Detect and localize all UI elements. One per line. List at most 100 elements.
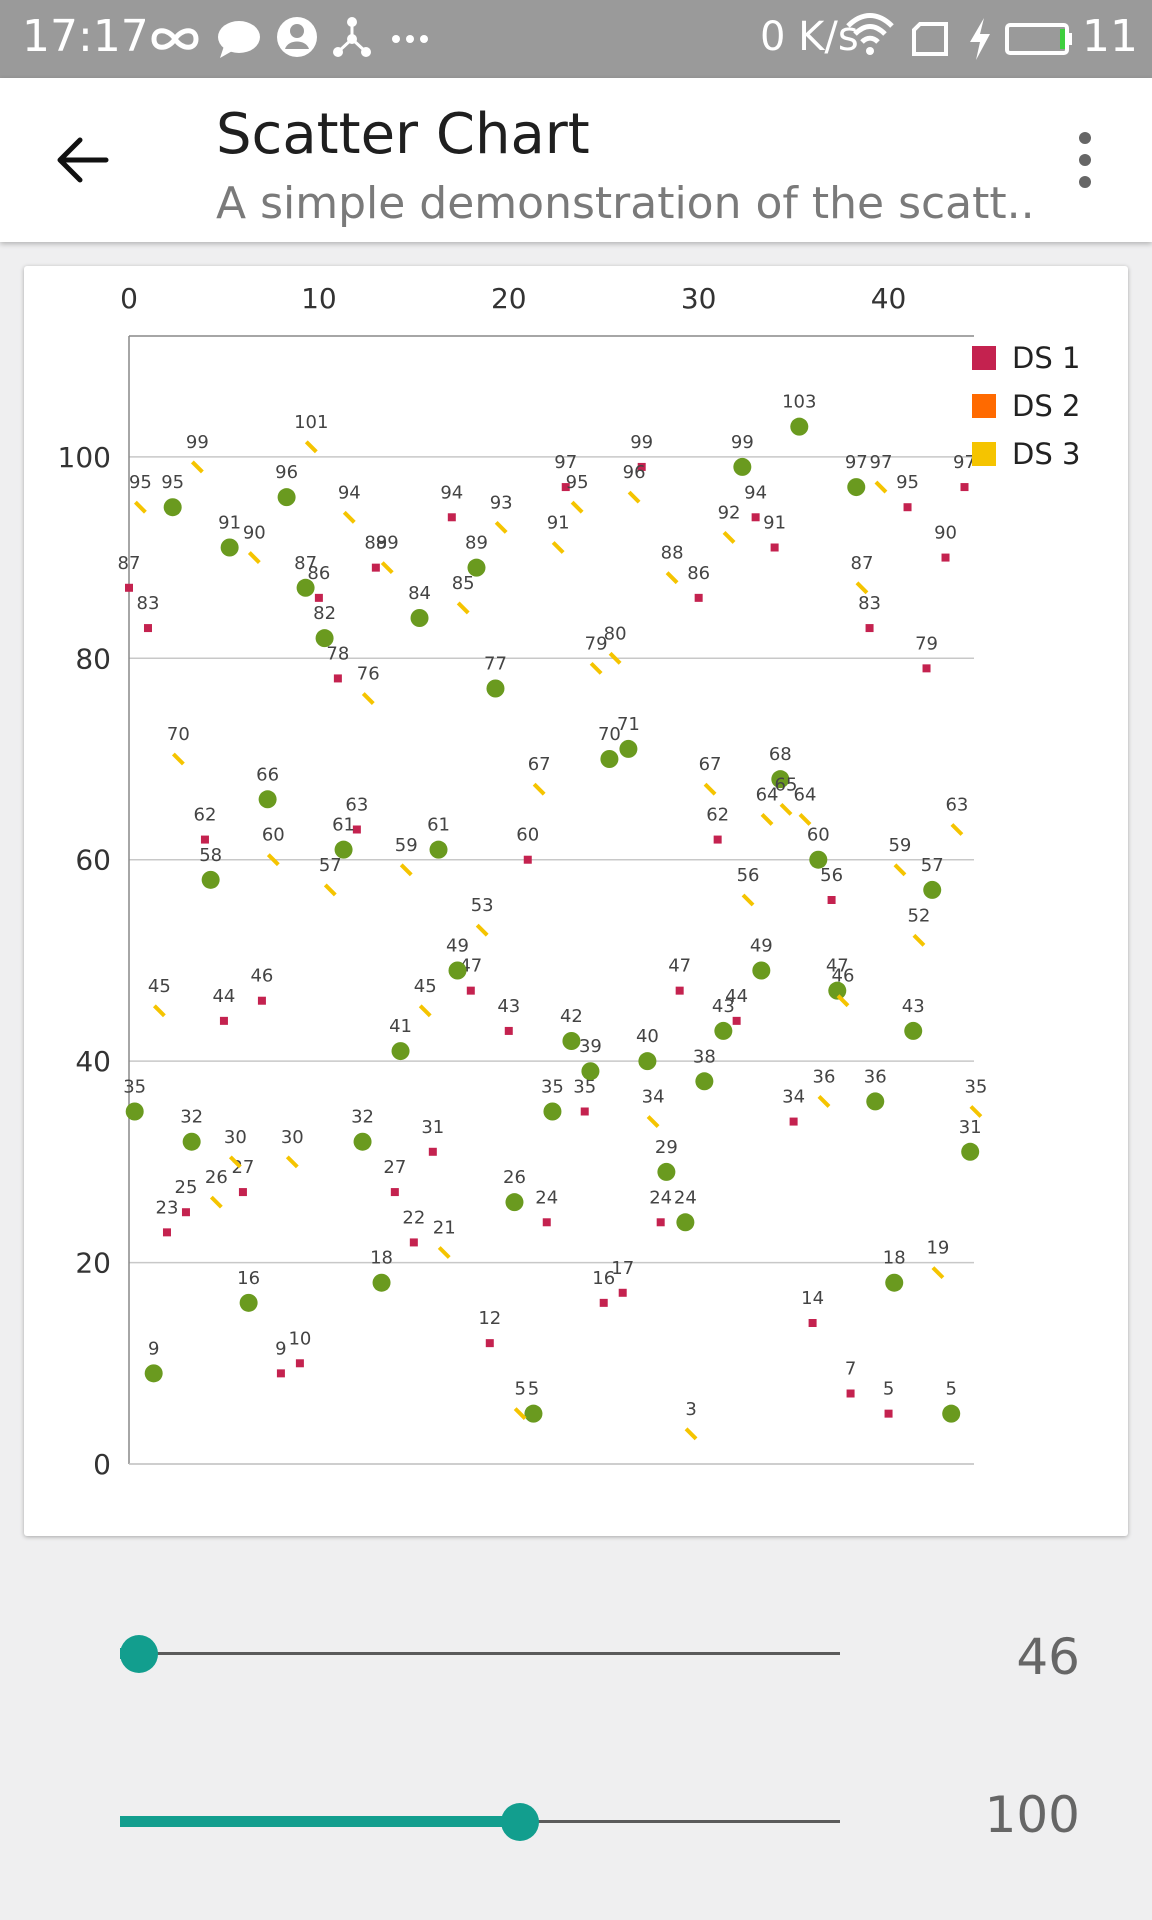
point-value-label: 43 xyxy=(712,996,735,1017)
point-value-label: 95 xyxy=(161,472,184,493)
point-value-label: 35 xyxy=(123,1077,146,1098)
point-value-label: 17 xyxy=(611,1258,634,1279)
ds3-point xyxy=(209,1195,223,1209)
ds3-point xyxy=(931,1266,945,1280)
point-value-label: 61 xyxy=(332,815,355,836)
point-value-label: 90 xyxy=(243,523,266,544)
x-tick-label: 40 xyxy=(871,282,907,315)
ds3-point xyxy=(855,581,869,595)
slider-thumb[interactable] xyxy=(501,1803,540,1841)
point-value-label: 85 xyxy=(452,573,475,594)
point-value-label: 60 xyxy=(262,825,285,846)
ds2-point xyxy=(638,1052,657,1071)
point-value-label: 86 xyxy=(307,563,330,584)
y-range-value: 100 xyxy=(984,1786,1080,1844)
ds3-point xyxy=(475,923,489,937)
point-value-label: 91 xyxy=(218,513,241,534)
app-toolbar: Scatter Chart A simple demonstration of … xyxy=(0,78,1152,242)
slider-thumb[interactable] xyxy=(120,1635,159,1673)
point-value-label: 78 xyxy=(326,643,349,664)
ds3-point xyxy=(779,802,793,816)
ds3-point xyxy=(342,510,356,524)
ds3-point xyxy=(551,541,565,554)
point-value-label: 99 xyxy=(630,432,653,453)
y-range-slider[interactable] xyxy=(120,1792,840,1852)
point-value-label: 90 xyxy=(934,523,957,544)
point-value-label: 12 xyxy=(478,1308,501,1329)
ds2-point xyxy=(619,739,638,758)
point-value-label: 87 xyxy=(851,553,874,574)
ds1-point xyxy=(637,462,646,471)
ds3-point xyxy=(874,480,888,494)
point-value-label: 39 xyxy=(579,1036,602,1057)
ds3-point xyxy=(608,651,622,665)
point-value-label: 44 xyxy=(212,986,235,1007)
point-value-label: 34 xyxy=(642,1087,665,1108)
overflow-menu-icon[interactable] xyxy=(1070,128,1100,192)
ds2-point xyxy=(429,840,448,859)
point-value-label: 40 xyxy=(636,1026,659,1047)
x-tick-label: 0 xyxy=(120,282,138,315)
message-icon xyxy=(218,21,260,58)
ds2-point xyxy=(125,1102,144,1121)
point-value-label: 92 xyxy=(718,502,741,523)
point-value-label: 97 xyxy=(845,452,868,473)
back-arrow-icon[interactable] xyxy=(52,130,112,190)
ds3-point xyxy=(361,692,375,705)
point-value-label: 67 xyxy=(699,754,722,775)
point-value-label: 44 xyxy=(725,986,748,1007)
point-value-label: 45 xyxy=(414,976,437,997)
legend-label: DS 3 xyxy=(1012,437,1080,471)
point-value-label: 16 xyxy=(237,1268,260,1289)
ds1-point xyxy=(314,593,323,602)
point-value-label: 36 xyxy=(813,1066,836,1087)
point-value-label: 31 xyxy=(959,1117,982,1138)
infinity-icon xyxy=(151,28,199,50)
point-value-label: 23 xyxy=(156,1197,179,1218)
ds2-point xyxy=(524,1404,543,1423)
ds1-point xyxy=(561,483,570,492)
ds2-point xyxy=(315,629,334,648)
ds3-point xyxy=(798,813,812,826)
ds2-point xyxy=(258,790,277,809)
point-value-label: 59 xyxy=(888,835,911,856)
point-value-label: 96 xyxy=(275,462,298,483)
point-value-label: 25 xyxy=(175,1177,198,1198)
point-value-label: 101 xyxy=(294,412,328,433)
point-value-label: 99 xyxy=(186,432,209,453)
ds2-point xyxy=(695,1072,714,1091)
x-range-slider[interactable] xyxy=(120,1624,840,1684)
ds3-point xyxy=(133,500,147,514)
ds2-point xyxy=(676,1213,695,1232)
y-tick-label: 80 xyxy=(75,642,111,675)
ds2-point xyxy=(562,1032,581,1050)
point-value-label: 34 xyxy=(782,1087,805,1108)
point-value-label: 96 xyxy=(623,462,646,483)
ds2-point xyxy=(885,1273,904,1292)
point-value-label: 43 xyxy=(902,996,925,1017)
ds3-point xyxy=(266,853,280,867)
y-tick-label: 20 xyxy=(75,1247,111,1280)
point-value-label: 45 xyxy=(148,976,171,997)
point-value-label: 46 xyxy=(250,966,273,987)
ds1-point xyxy=(238,1188,247,1197)
ds3-point xyxy=(950,823,964,836)
point-value-label: 87 xyxy=(294,553,317,574)
ds3-point xyxy=(665,571,679,585)
ds3-point xyxy=(171,752,185,766)
ds1-point xyxy=(542,1218,551,1227)
ds2-point xyxy=(505,1193,524,1212)
ds1-point xyxy=(125,583,133,592)
point-value-label: 46 xyxy=(832,966,855,987)
point-value-label: 26 xyxy=(205,1167,228,1188)
point-value-label: 36 xyxy=(864,1066,887,1087)
point-value-label: 93 xyxy=(490,492,513,513)
point-value-label: 59 xyxy=(395,835,418,856)
ds3-point xyxy=(741,893,755,907)
wifi-icon xyxy=(846,13,894,55)
point-value-label: 64 xyxy=(794,784,817,805)
point-value-label: 47 xyxy=(826,956,849,977)
point-value-label: 27 xyxy=(383,1157,406,1178)
legend-swatch xyxy=(972,346,996,370)
